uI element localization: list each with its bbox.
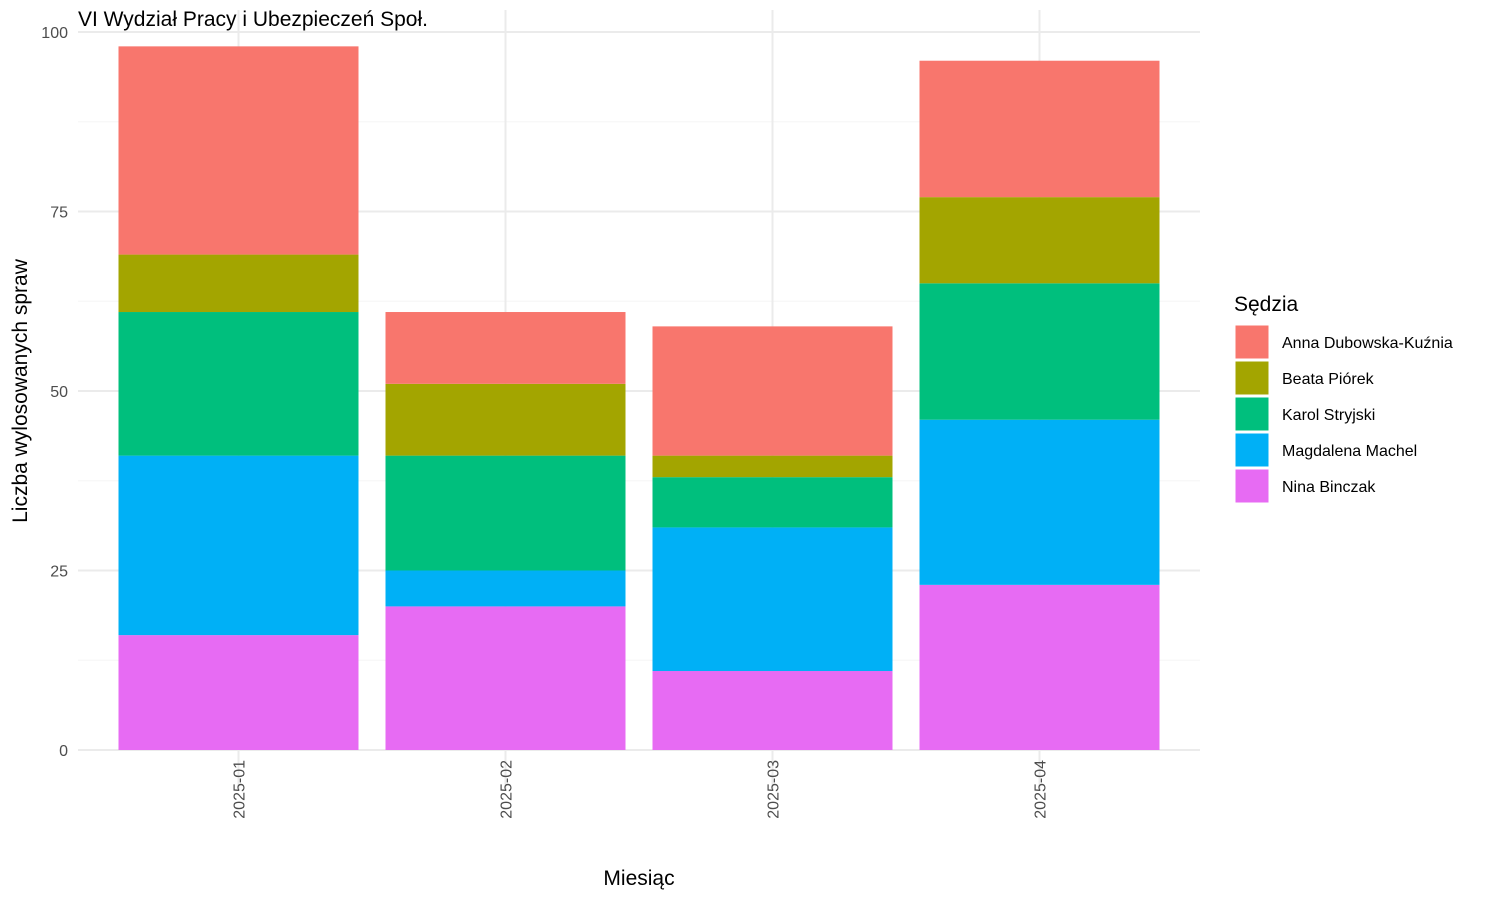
bar-segment xyxy=(385,570,626,607)
bar-segment xyxy=(652,326,893,456)
bar-segment xyxy=(118,312,359,456)
bar-segment xyxy=(919,283,1160,420)
legend-key xyxy=(1234,396,1270,432)
legend-label: Anna Dubowska-Kuźnia xyxy=(1282,335,1453,352)
bar-segment xyxy=(118,254,359,313)
legend: Sędzia Anna Dubowska-Kuźnia Beata Piórek K… xyxy=(1234,293,1453,504)
legend-key xyxy=(1234,468,1270,504)
bar-segment xyxy=(385,606,626,750)
chart-title: VI Wydział Pracy i Ubezpieczeń Społ. xyxy=(78,8,428,31)
bar-segment xyxy=(919,419,1160,585)
legend-key xyxy=(1234,432,1270,468)
bar-segment xyxy=(385,312,626,384)
x-axis-ticks: 2025-01 2025-02 2025-03 2025-04 xyxy=(232,760,1050,819)
bar-segment xyxy=(919,60,1160,198)
y-axis-title: Liczba wylosowanych spraw xyxy=(9,258,32,523)
y-tick-label: 100 xyxy=(41,25,68,42)
bar-segment xyxy=(919,197,1160,284)
y-tick-label: 0 xyxy=(59,743,68,760)
legend-label: Nina Binczak xyxy=(1282,479,1376,496)
bar-segment xyxy=(118,455,359,636)
x-tick-label: 2025-01 xyxy=(232,760,249,819)
bar-segment xyxy=(118,46,359,255)
bar-segment xyxy=(652,671,893,750)
legend-label: Beata Piórek xyxy=(1282,371,1375,388)
bar-segment xyxy=(652,455,893,478)
legend-key xyxy=(1234,324,1270,360)
bar-segment xyxy=(652,477,893,528)
bar-segment xyxy=(652,527,893,672)
bar-segment xyxy=(118,635,359,750)
x-axis-title: Miesiąc xyxy=(603,867,674,890)
y-tick-label: 25 xyxy=(50,564,68,581)
x-tick-label: 2025-02 xyxy=(499,760,516,819)
x-tick-label: 2025-03 xyxy=(766,760,783,819)
legend-title: Sędzia xyxy=(1234,293,1299,316)
y-tick-label: 50 xyxy=(50,384,68,401)
bar-segment xyxy=(919,584,1160,750)
legend-label: Karol Stryjski xyxy=(1282,407,1375,424)
y-tick-label: 75 xyxy=(50,205,68,222)
y-axis-ticks: 0 25 50 75 100 xyxy=(41,25,68,760)
legend-key xyxy=(1234,360,1270,396)
bar-segment xyxy=(385,383,626,456)
bars xyxy=(118,46,1160,750)
x-tick-label: 2025-04 xyxy=(1033,760,1050,819)
bar-segment xyxy=(385,455,626,571)
legend-label: Magdalena Machel xyxy=(1282,443,1417,460)
